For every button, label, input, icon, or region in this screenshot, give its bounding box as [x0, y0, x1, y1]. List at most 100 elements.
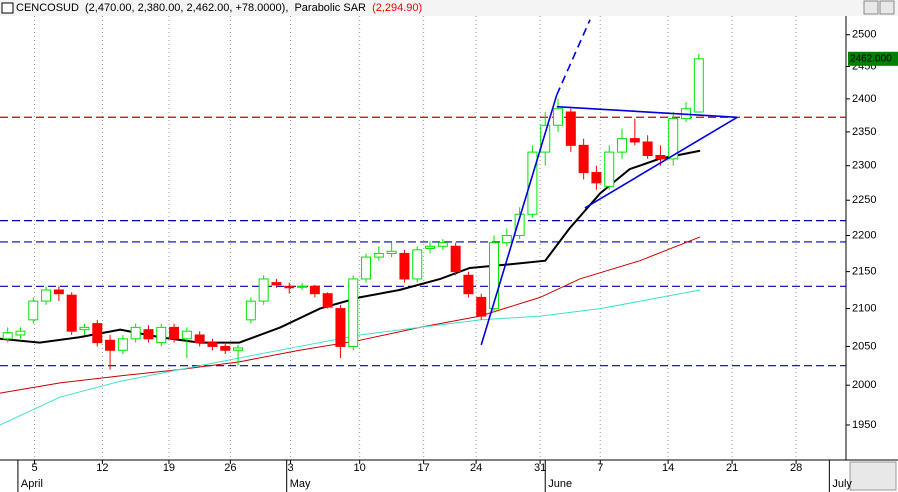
x-tick-label: 31 [534, 462, 546, 474]
candle-body [220, 345, 231, 351]
candle-body [629, 138, 640, 143]
candle-body [66, 294, 77, 332]
x-tick-label: 14 [662, 462, 674, 474]
month-label: July [832, 478, 852, 490]
x-tick-label: 12 [96, 462, 108, 474]
candle-body [565, 111, 576, 146]
candle-body [386, 250, 397, 254]
y-tick-label: 2000 [852, 379, 876, 391]
candle-body [540, 124, 551, 153]
y-tick-label: 2500 [852, 29, 876, 41]
x-tick-label: 5 [31, 462, 37, 474]
candle-body [501, 235, 512, 244]
candle-body [284, 285, 295, 289]
y-tick-label: 2300 [852, 160, 876, 172]
candle-body [271, 282, 282, 286]
candle-body [194, 334, 205, 344]
candle-body [514, 213, 525, 237]
y-tick-label: 2100 [852, 302, 876, 314]
candle-body [489, 242, 500, 310]
candle-body [258, 278, 269, 302]
y-tick-label: 2200 [852, 229, 876, 241]
close-button[interactable] [879, 0, 895, 15]
ohlc: (2,470.00, 2,380.00, 2,462.00, +78.0000)… [85, 2, 288, 14]
plot [0, 16, 846, 460]
x-tick-label: 3 [287, 462, 293, 474]
x-tick-label: 17 [418, 462, 430, 474]
candle-body [425, 245, 436, 249]
candle-body [668, 118, 679, 160]
candle-body [437, 242, 448, 247]
candle-body [553, 108, 564, 126]
candle-body [130, 326, 141, 340]
price-marker [848, 51, 898, 66]
candle-body [335, 308, 346, 347]
candle-body [591, 172, 602, 184]
x-tick-label: 7 [597, 462, 603, 474]
candle-body [105, 339, 116, 351]
indicator-value: (2,294.90) [372, 2, 422, 14]
x-tick-label: 10 [354, 462, 366, 474]
trendline [556, 19, 591, 96]
candle-body [297, 285, 308, 288]
month-label: April [21, 478, 43, 490]
candle-body [617, 138, 628, 153]
candle-body [578, 144, 589, 174]
candle-body [463, 274, 474, 295]
candle-body [181, 330, 192, 340]
y-tick-label: 1950 [852, 419, 876, 431]
candle-body [15, 330, 26, 336]
candle-body [527, 151, 538, 215]
candle-body [322, 293, 333, 308]
indicator: Parabolic SAR [294, 2, 366, 14]
candle-body [245, 300, 256, 321]
candle-body [348, 278, 359, 347]
candle-body [28, 300, 39, 321]
y-tick-label: 2350 [852, 126, 876, 138]
candle-body [117, 338, 128, 351]
candle-body [156, 326, 167, 344]
y-tick-label: 2400 [852, 93, 876, 105]
candle-body [373, 252, 384, 258]
candle-body [41, 289, 52, 302]
candle-body [412, 249, 423, 280]
ticker: CENCOSUD [16, 2, 79, 14]
month-label: June [548, 478, 572, 490]
restore-button[interactable] [863, 0, 879, 15]
candle-body [169, 326, 180, 340]
candle-body [361, 256, 372, 280]
candle-body [2, 332, 13, 340]
candle-body [309, 285, 320, 295]
window-icon [1, 2, 14, 14]
y-tick-label: 2150 [852, 266, 876, 278]
candle-body [693, 58, 704, 113]
trendline [556, 105, 738, 119]
candle-body [92, 323, 103, 344]
y-tick-label: 2250 [852, 194, 876, 206]
candle-body [53, 289, 64, 295]
moving-average [0, 236, 701, 394]
candle-body [143, 329, 154, 340]
trendline [480, 94, 558, 346]
candle-body [399, 252, 410, 280]
candle-body [450, 245, 461, 273]
candle-body [476, 296, 487, 317]
candle-body [604, 151, 615, 187]
x-tick-label: 19 [163, 462, 175, 474]
title-bar [0, 0, 898, 16]
x-tick-label: 28 [790, 462, 802, 474]
candle-body [79, 326, 90, 331]
x-tick-label: 24 [470, 462, 482, 474]
scroll-box[interactable] [849, 461, 897, 491]
x-tick-label: 21 [726, 462, 738, 474]
price-marker-label: 2462.000 [850, 53, 892, 64]
y-tick-label: 2050 [852, 340, 876, 352]
moving-average [0, 149, 701, 344]
candle-body [207, 342, 218, 347]
candle-body [642, 141, 653, 156]
chart-title: CENCOSUD (2,470.00, 2,380.00, 2,462.00, … [16, 2, 422, 14]
candle-body [233, 347, 244, 351]
trendline [584, 116, 738, 209]
